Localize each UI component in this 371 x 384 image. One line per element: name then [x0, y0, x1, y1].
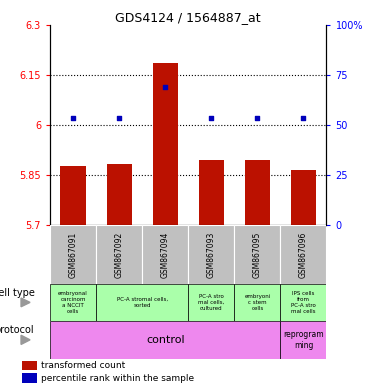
Text: GSM867093: GSM867093 — [207, 231, 216, 278]
Bar — [96, 284, 188, 321]
Text: GSM867091: GSM867091 — [69, 231, 78, 278]
Point — [209, 115, 214, 121]
Bar — [22, 361, 37, 370]
Text: protocol: protocol — [0, 325, 34, 335]
Bar — [50, 225, 96, 284]
Title: GDS4124 / 1564887_at: GDS4124 / 1564887_at — [115, 11, 261, 24]
Bar — [152, 63, 178, 225]
Bar — [22, 373, 37, 383]
Text: control: control — [146, 335, 184, 345]
Bar — [96, 225, 142, 284]
Text: IPS cells
from
PC-A stro
mal cells: IPS cells from PC-A stro mal cells — [291, 291, 316, 314]
Bar — [60, 166, 86, 225]
Bar — [142, 225, 188, 284]
Text: embryoni
c stem
cells: embryoni c stem cells — [244, 294, 270, 311]
Text: PC-A stro
mal cells,
cultured: PC-A stro mal cells, cultured — [198, 294, 224, 311]
Bar — [245, 160, 270, 225]
Text: reprogram
ming: reprogram ming — [283, 330, 324, 349]
Bar — [106, 164, 132, 225]
Text: embryonal
carcinom
a NCCIT
cells: embryonal carcinom a NCCIT cells — [58, 291, 88, 314]
Bar — [198, 161, 224, 225]
Text: cell type: cell type — [0, 288, 35, 298]
Polygon shape — [21, 335, 30, 344]
Bar — [234, 225, 280, 284]
Bar — [280, 225, 326, 284]
Point — [255, 115, 260, 121]
Text: percentile rank within the sample: percentile rank within the sample — [41, 374, 194, 382]
Point — [301, 115, 306, 121]
Text: PC-A stromal cells,
sorted: PC-A stromal cells, sorted — [116, 297, 168, 308]
Bar — [50, 321, 280, 359]
Point — [70, 115, 76, 121]
Bar — [50, 284, 96, 321]
Point — [162, 83, 168, 89]
Point — [116, 115, 122, 121]
Bar — [280, 284, 326, 321]
Text: GSM867095: GSM867095 — [253, 231, 262, 278]
Bar — [291, 170, 316, 225]
Text: GSM867096: GSM867096 — [299, 231, 308, 278]
Bar — [234, 284, 280, 321]
Text: GSM867094: GSM867094 — [161, 231, 170, 278]
Text: GSM867092: GSM867092 — [115, 231, 124, 278]
Polygon shape — [21, 298, 30, 307]
Text: transformed count: transformed count — [41, 361, 125, 370]
Bar — [188, 284, 234, 321]
Bar — [188, 225, 234, 284]
Bar — [280, 321, 326, 359]
